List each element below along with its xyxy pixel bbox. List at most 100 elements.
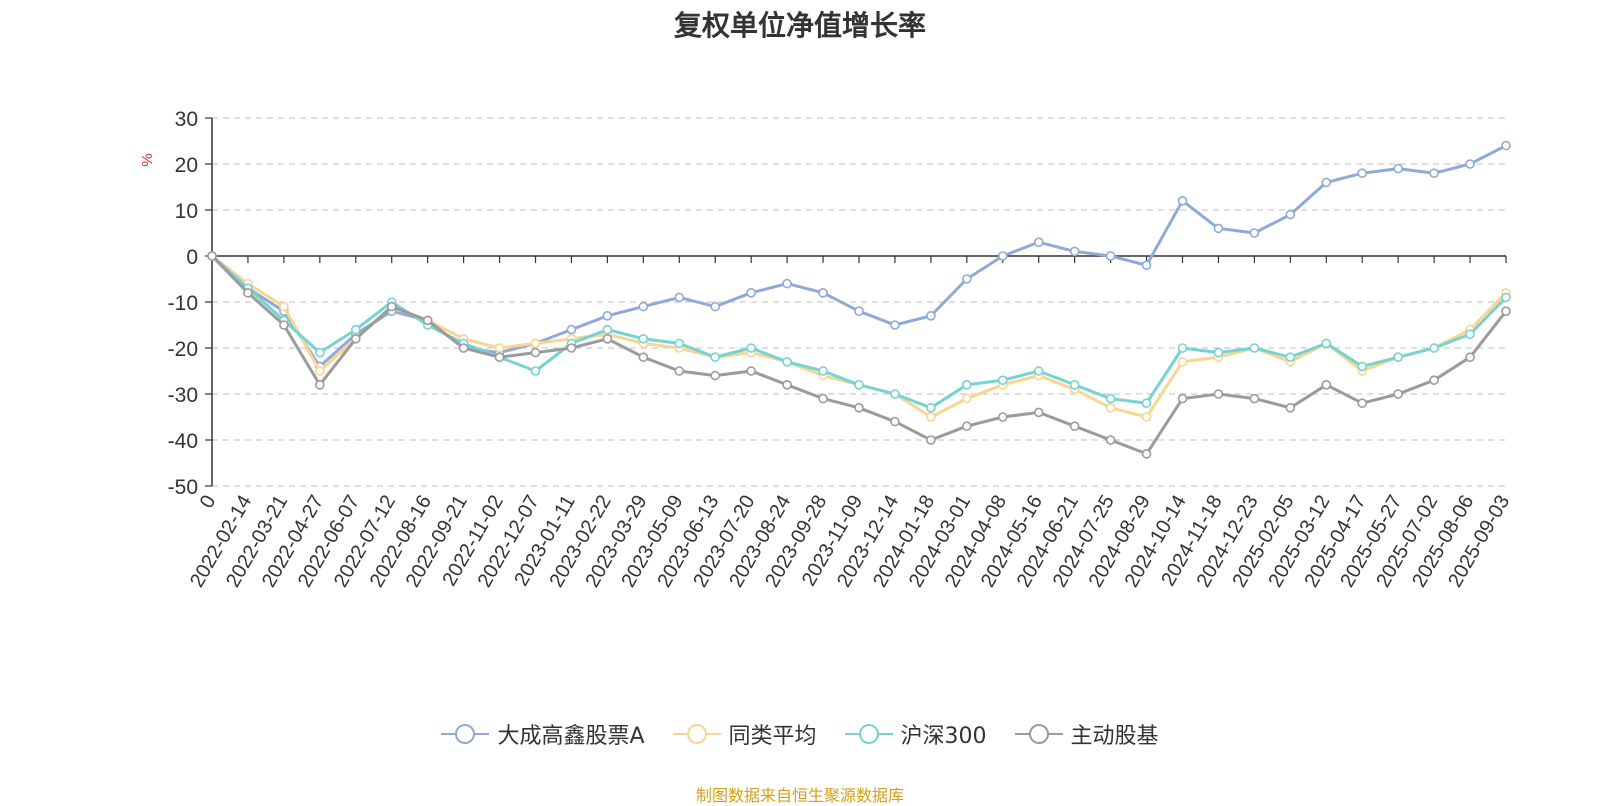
data-point [494,352,505,363]
series-4 [207,251,1511,459]
data-point [1105,393,1116,404]
data-point [315,379,325,390]
data-point [926,310,936,321]
y-tick-label: -20 [168,338,198,361]
data-point [1393,352,1403,363]
y-tick-label: 0 [186,246,198,269]
y-tick-label: -10 [168,292,198,315]
data-point [746,366,756,376]
series-layer [207,140,1511,459]
data-point [674,292,685,303]
data-point [422,315,433,326]
y-tick-label: -50 [168,476,198,499]
legend-label: 大成高鑫股票A [497,724,645,749]
data-point [315,366,325,376]
data-point [207,251,217,261]
legend-label: 沪深300 [900,724,987,749]
data-point [1393,389,1403,399]
data-point [1177,196,1188,206]
y-tick-label: 20 [175,154,198,177]
data-point [1249,343,1260,353]
data-point [530,347,541,358]
data-point [746,287,756,298]
grid-layer [212,117,1506,487]
y-axis-unit-label: % [139,153,156,166]
data-point [890,389,900,399]
data-point [854,379,864,390]
data-point [782,379,792,390]
data-point [1069,246,1080,257]
data-point [710,301,721,312]
data-point [1465,159,1475,169]
data-point [1249,228,1260,238]
data-point [1141,448,1152,459]
data-point [638,333,649,344]
data-point [1429,343,1439,353]
data-point [997,375,1008,386]
data-point [962,379,972,390]
data-point [674,338,685,349]
data-point [997,251,1008,261]
data-point [1501,292,1511,303]
series-3 [207,251,1511,413]
data-point [1213,347,1224,358]
data-point [1033,366,1044,376]
data-point [279,301,289,312]
data-point [1465,329,1475,340]
legend-item[interactable]: 大成高鑫股票A [441,718,645,750]
data-point [1141,398,1152,409]
data-point [1357,361,1368,372]
data-point [1285,209,1296,220]
data-point [890,320,900,330]
data-point [1177,343,1188,353]
data-point [1105,251,1116,261]
data-point [1501,306,1511,317]
data-point [530,366,541,376]
data-point [1321,177,1332,188]
series-line [210,254,1508,456]
data-point [710,370,721,381]
data-point [494,343,505,353]
data-point [1321,379,1332,390]
data-point [1069,421,1080,432]
source-note: 制图数据来自恒生聚源数据库 [695,786,904,805]
data-point [1429,168,1439,178]
legend-item[interactable]: 主动股基 [1014,718,1159,750]
data-point [854,402,864,413]
data-point [566,324,577,335]
data-point [530,338,541,349]
data-point [315,347,325,358]
y-tick-label: -40 [168,430,198,453]
data-point [1285,402,1296,413]
legend-swatch-icon [844,724,893,744]
data-point [962,393,972,404]
legend-item[interactable]: 同类平均 [672,718,817,750]
data-point [818,366,828,376]
x-tick-label: 0 [196,492,221,513]
data-point [710,352,721,363]
data-point [1357,168,1368,178]
data-point [602,333,613,344]
data-point [926,412,936,422]
legend: 大成高鑫股票A 同类平均 沪深300 主动股基 [0,718,1600,750]
data-point [926,402,936,413]
data-point [350,333,361,344]
data-point [1213,223,1224,234]
data-point [602,324,613,335]
data-point [1141,260,1152,271]
legend-item[interactable]: 沪深300 [844,718,987,750]
data-point [746,343,756,353]
data-point [1105,402,1116,413]
data-point [962,421,972,432]
series-2 [207,251,1511,422]
data-point [386,301,397,312]
data-point [638,301,649,312]
data-point [243,287,253,298]
legend-label: 主动股基 [1070,724,1159,749]
data-point [854,306,864,317]
chart-title: 复权单位净值增长率 [673,9,926,42]
data-point [1177,393,1188,404]
legend-swatch-icon [1014,724,1063,744]
data-point [1033,237,1044,247]
data-point [782,278,792,289]
